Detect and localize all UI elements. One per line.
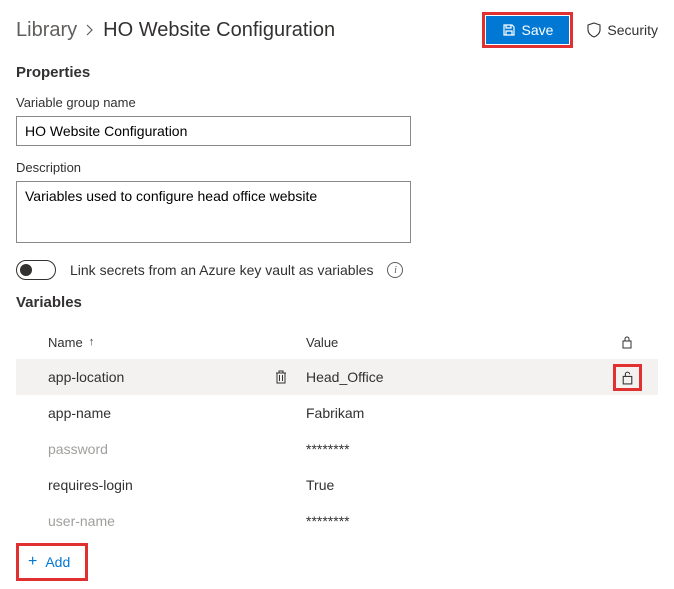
table-row[interactable]: app-location Head_Office — [16, 359, 658, 395]
table-row[interactable]: requires-login True — [16, 467, 658, 503]
info-icon[interactable]: i — [387, 262, 403, 278]
header: Library HO Website Configuration Save Se… — [16, 12, 658, 48]
variable-name: requires-login — [48, 477, 256, 493]
variables-title: Variables — [16, 294, 658, 311]
breadcrumb: Library HO Website Configuration — [16, 19, 482, 42]
col-header-lock — [608, 335, 646, 349]
security-label: Security — [607, 22, 658, 38]
col-header-name[interactable]: Name ↑ — [48, 335, 256, 350]
variable-name: app-location — [48, 369, 256, 385]
delete-icon[interactable] — [274, 369, 288, 385]
variable-value[interactable]: True — [306, 477, 608, 493]
save-button[interactable]: Save — [486, 16, 570, 44]
variable-name: user-name — [48, 513, 256, 529]
variable-name: app-name — [48, 405, 256, 421]
name-input[interactable] — [16, 116, 411, 146]
shield-icon — [587, 22, 601, 38]
description-field-label: Description — [16, 160, 658, 175]
variable-value[interactable]: Fabrikam — [306, 405, 608, 421]
properties-title: Properties — [16, 64, 658, 81]
security-button[interactable]: Security — [587, 22, 658, 38]
variable-value[interactable]: ******** — [306, 513, 608, 529]
keyvault-label: Link secrets from an Azure key vault as … — [70, 262, 373, 278]
plus-icon: + — [28, 553, 37, 571]
table-row[interactable]: user-name ******** — [16, 503, 658, 539]
chevron-right-icon — [85, 23, 95, 37]
description-input[interactable] — [16, 181, 411, 243]
table-row[interactable]: app-name Fabrikam — [16, 395, 658, 431]
variable-value[interactable]: Head_Office — [306, 369, 608, 385]
add-label: Add — [45, 554, 70, 570]
table-header: Name ↑ Value — [16, 325, 658, 359]
name-field-label: Variable group name — [16, 95, 658, 110]
add-button[interactable]: + Add — [20, 547, 84, 577]
breadcrumb-root[interactable]: Library — [16, 19, 77, 42]
save-label: Save — [522, 22, 554, 38]
variable-value[interactable]: ******** — [306, 441, 608, 457]
lock-icon[interactable] — [613, 364, 642, 391]
keyvault-toggle[interactable] — [16, 260, 56, 280]
save-icon — [502, 23, 516, 37]
sort-asc-icon: ↑ — [89, 336, 95, 348]
table-row[interactable]: password ******** — [16, 431, 658, 467]
variables-table: Name ↑ Value app-locationHead_Officeapp-… — [16, 325, 658, 539]
col-header-value[interactable]: Value — [306, 335, 608, 350]
variable-name: password — [48, 441, 256, 457]
breadcrumb-current: HO Website Configuration — [103, 19, 335, 42]
